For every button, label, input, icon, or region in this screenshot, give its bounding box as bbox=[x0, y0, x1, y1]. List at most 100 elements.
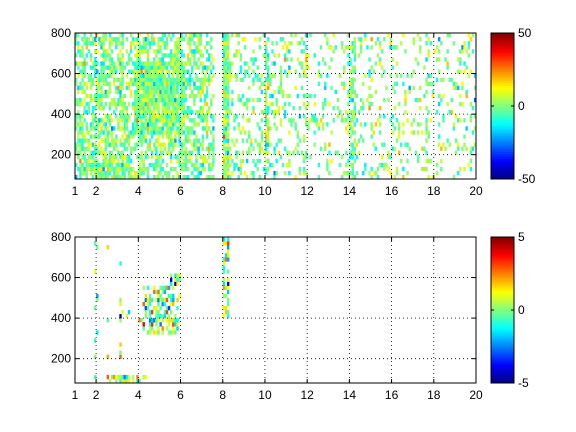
heatmap-cell bbox=[222, 65, 226, 70]
heatmap-cell bbox=[79, 142, 82, 147]
heatmap-cell bbox=[201, 81, 205, 87]
heatmap-cell bbox=[182, 89, 186, 95]
heatmap-cell bbox=[81, 130, 84, 135]
heatmap-cell bbox=[229, 174, 232, 180]
heatmap-cell bbox=[199, 162, 202, 168]
heatmap-cell bbox=[77, 138, 80, 143]
heatmap-cell bbox=[248, 65, 251, 70]
heatmap-cell bbox=[191, 118, 194, 123]
y-tick-label: 400 bbox=[51, 311, 71, 325]
x-tick-label: 20 bbox=[469, 388, 483, 402]
heatmap-cell bbox=[226, 85, 230, 91]
heatmap-cell bbox=[100, 97, 103, 103]
heatmap-cell bbox=[176, 97, 179, 103]
heatmap-cell bbox=[222, 41, 226, 46]
heatmap-cell bbox=[256, 65, 259, 70]
heatmap-cell bbox=[459, 118, 462, 123]
colorbar-swatch bbox=[491, 83, 514, 86]
heatmap-cell bbox=[169, 53, 173, 58]
heatmap-cell bbox=[461, 49, 464, 54]
heatmap-cell bbox=[269, 77, 272, 82]
heatmap-cell bbox=[307, 53, 310, 58]
colorbar-swatch bbox=[491, 106, 514, 109]
heatmap-cell bbox=[269, 93, 272, 99]
heatmap-cell bbox=[87, 37, 91, 42]
heatmap-cell bbox=[93, 170, 97, 176]
heatmap-cell bbox=[355, 118, 359, 123]
heatmap-cell bbox=[123, 154, 126, 160]
heatmap-cell bbox=[421, 166, 424, 172]
heatmap-cell bbox=[345, 110, 348, 115]
heatmap-cell bbox=[180, 61, 183, 66]
heatmap-cell bbox=[435, 57, 439, 62]
heatmap-cell bbox=[119, 378, 122, 384]
heatmap-cell bbox=[102, 174, 105, 180]
heatmap-cell bbox=[239, 53, 243, 58]
heatmap-cell bbox=[119, 350, 122, 355]
heatmap-cell bbox=[159, 150, 162, 155]
heatmap-cell bbox=[435, 45, 439, 50]
heatmap-cell bbox=[391, 122, 394, 127]
heatmap-cell bbox=[140, 170, 143, 176]
heatmap-cell bbox=[203, 93, 207, 99]
heatmap-cell bbox=[199, 106, 202, 111]
heatmap-cell bbox=[317, 122, 321, 127]
heatmap-cell bbox=[260, 73, 264, 78]
plot-background bbox=[75, 237, 476, 383]
heatmap-cell bbox=[340, 81, 344, 87]
heatmap-cell bbox=[241, 77, 245, 82]
colorbar-swatch bbox=[491, 271, 514, 274]
heatmap-cell bbox=[446, 101, 449, 107]
heatmap-cell bbox=[402, 174, 405, 180]
heatmap-cell bbox=[212, 150, 215, 155]
x-tick-label: 16 bbox=[385, 388, 399, 402]
heatmap-cell bbox=[169, 37, 173, 42]
heatmap-cell bbox=[258, 150, 262, 155]
heatmap-cell bbox=[121, 97, 124, 103]
heatmap-cell bbox=[150, 122, 154, 127]
heatmap-cell bbox=[191, 142, 194, 147]
heatmap-cell bbox=[351, 118, 354, 123]
heatmap-cell bbox=[148, 106, 152, 111]
heatmap-cell bbox=[106, 245, 110, 250]
colorbar-swatch bbox=[491, 112, 514, 116]
heatmap-cell bbox=[368, 85, 371, 91]
colorbar-swatch bbox=[491, 369, 514, 372]
heatmap-cell bbox=[224, 77, 228, 82]
heatmap-cell bbox=[290, 57, 293, 62]
heatmap-cell bbox=[222, 285, 226, 291]
heatmap-cell bbox=[224, 134, 228, 139]
heatmap-cell bbox=[239, 162, 243, 168]
heatmap-cell bbox=[138, 61, 141, 66]
colorbar-swatch bbox=[491, 314, 514, 318]
heatmap-cell bbox=[110, 174, 114, 180]
heatmap-cell bbox=[125, 118, 129, 123]
heatmap-cell bbox=[155, 49, 158, 54]
heatmap-cell bbox=[298, 170, 302, 176]
heatmap-cell bbox=[83, 33, 86, 38]
heatmap-cell bbox=[461, 45, 464, 50]
heatmap-cell bbox=[180, 154, 183, 160]
heatmap-cell bbox=[370, 45, 373, 50]
heatmap-cell bbox=[100, 174, 103, 180]
heatmap-cell bbox=[395, 170, 399, 176]
heatmap-cell bbox=[349, 85, 352, 91]
y-tick-label: 800 bbox=[51, 230, 71, 244]
heatmap-cell bbox=[351, 49, 354, 54]
heatmap-cell bbox=[203, 45, 207, 50]
heatmap-cell bbox=[364, 33, 367, 38]
colorbar-swatch bbox=[491, 147, 514, 150]
heatmap-cell bbox=[294, 146, 297, 151]
heatmap-cell bbox=[163, 310, 167, 315]
heatmap-cell bbox=[75, 122, 78, 127]
heatmap-cell bbox=[129, 170, 133, 176]
heatmap-cell bbox=[469, 101, 473, 107]
heatmap-cell bbox=[142, 106, 145, 111]
heatmap-cell bbox=[224, 106, 228, 111]
heatmap-cell bbox=[182, 142, 186, 147]
heatmap-cell bbox=[134, 174, 137, 180]
heatmap-cell bbox=[440, 158, 443, 164]
heatmap-cell bbox=[136, 89, 139, 95]
heatmap-cell bbox=[288, 41, 291, 46]
colorbar-swatch bbox=[491, 319, 514, 322]
